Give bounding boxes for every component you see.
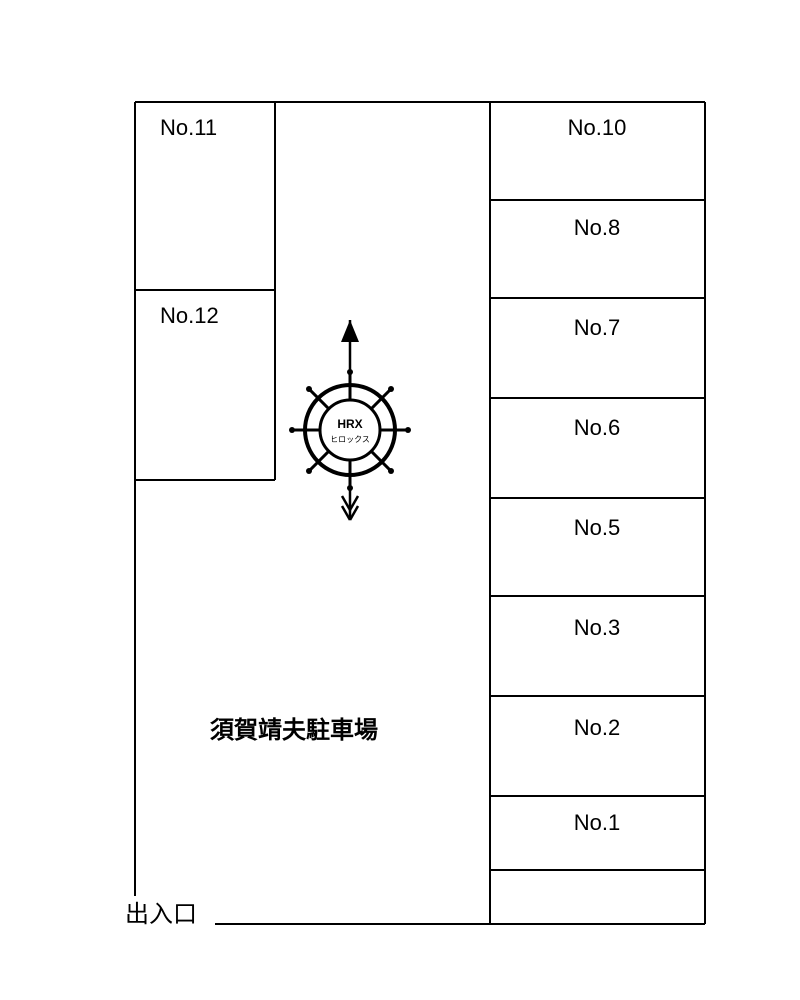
parking-lot-diagram: No.10 No.8 No.7 No.6 No.5 No.3 No.2 No.1 No.11 No… — [0, 0, 800, 1000]
boundary-line — [135, 101, 705, 103]
boundary-line — [490, 297, 705, 299]
boundary-line — [490, 869, 705, 871]
compass-north-icon: HRX ヒロックス — [220, 310, 480, 535]
boundary-line — [215, 923, 705, 925]
boundary-line — [490, 795, 705, 797]
boundary-line — [490, 497, 705, 499]
parking-spot-label: No.7 — [547, 315, 647, 341]
parking-lot-title: 須賀靖夫駐車場 — [210, 710, 378, 745]
svg-text:ヒロックス: ヒロックス — [330, 435, 370, 444]
parking-spot-label: No.10 — [547, 115, 647, 141]
parking-spot-label: No.1 — [547, 810, 647, 836]
parking-spot-label: No.12 — [160, 303, 219, 329]
parking-spot-label: No.5 — [547, 515, 647, 541]
boundary-line — [134, 102, 136, 896]
parking-spot-label: No.11 — [160, 115, 217, 141]
parking-spot-label: No.2 — [547, 715, 647, 741]
boundary-line — [489, 102, 491, 924]
boundary-line — [490, 199, 705, 201]
parking-spot-label: No.6 — [547, 415, 647, 441]
boundary-line — [490, 595, 705, 597]
boundary-line — [704, 102, 706, 924]
boundary-line — [490, 695, 705, 697]
svg-text:HRX: HRX — [337, 417, 362, 431]
parking-spot-label: No.3 — [547, 615, 647, 641]
boundary-line — [490, 397, 705, 399]
boundary-line — [135, 289, 275, 291]
entrance-label: 出入口 — [125, 894, 197, 929]
parking-spot-label: No.8 — [547, 215, 647, 241]
